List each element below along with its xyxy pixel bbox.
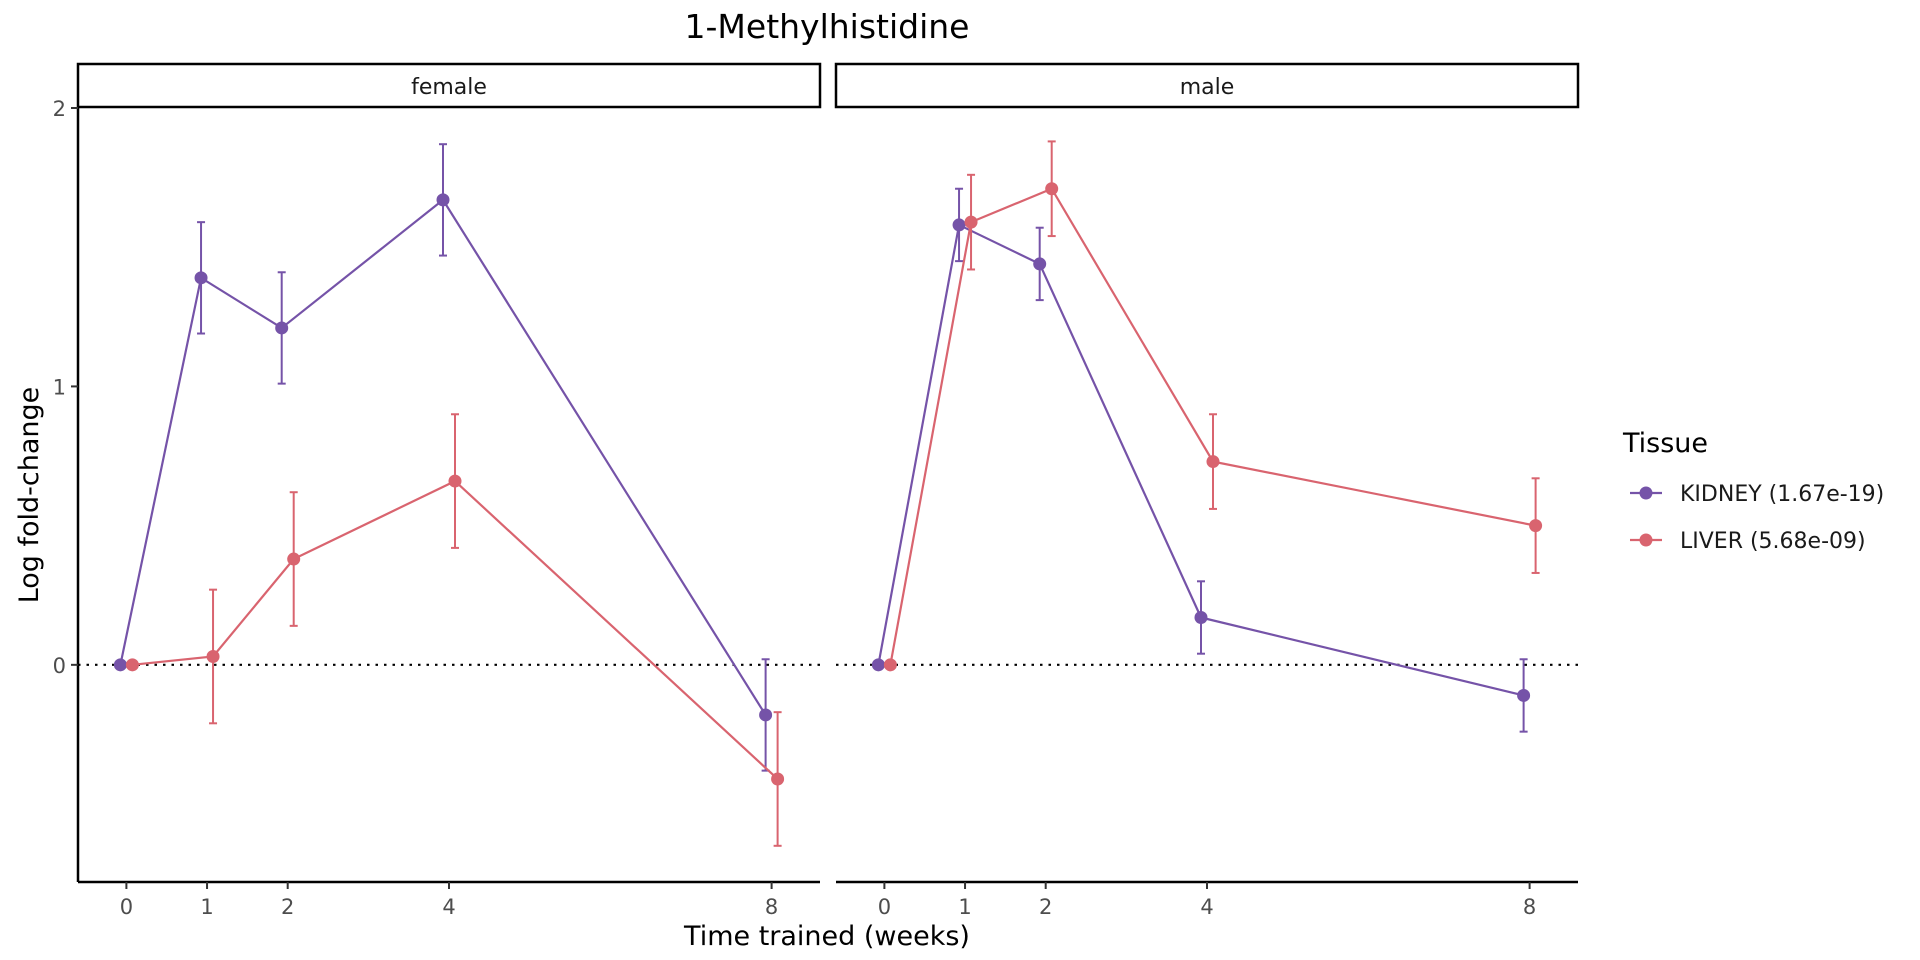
panel-female: female 0 1 2 0 1 2 4 8 [53, 62, 822, 919]
data-point [448, 474, 462, 488]
x-tick-label: 1 [958, 895, 971, 919]
x-tick-label: 0 [120, 895, 133, 919]
x-tick-label: 1 [200, 895, 213, 919]
data-point [194, 271, 208, 285]
x-tick-label: 2 [1039, 895, 1052, 919]
x-tick-label: 8 [1523, 895, 1536, 919]
data-point [1517, 688, 1531, 702]
data-point [759, 708, 773, 722]
data-point [113, 658, 127, 672]
legend-title: Tissue [1622, 428, 1708, 459]
x-tick-label: 4 [1200, 895, 1213, 919]
x-axis-label: Time trained (weeks) [683, 921, 970, 952]
data-point [1194, 611, 1208, 625]
data-point [1033, 257, 1047, 271]
data-point [871, 658, 885, 672]
series-kidney [113, 143, 773, 772]
data-point [287, 552, 301, 566]
legend-entry-kidney: KIDNEY (1.67e-19) [1630, 482, 1884, 507]
series-kidney [871, 187, 1531, 733]
data-point [1529, 519, 1543, 533]
facet-strip-label: male [1180, 75, 1235, 100]
data-point [952, 218, 966, 232]
data-point [771, 772, 785, 786]
legend-key-point [1639, 486, 1653, 500]
facet-strip [834, 62, 1580, 109]
data-point [1206, 455, 1220, 469]
x-tick-label: 8 [765, 895, 778, 919]
series-liver [125, 413, 785, 847]
y-axis-label: Log fold-change [14, 387, 45, 604]
x-tick-label: 2 [281, 895, 294, 919]
data-point [883, 658, 897, 672]
data-point [206, 649, 220, 663]
panels: female 0 1 2 0 1 2 4 8 male 0 1 2 4 8 [53, 62, 1580, 919]
y-tick-label: 1 [53, 375, 66, 399]
data-point [964, 215, 978, 229]
legend-key-point [1639, 533, 1653, 547]
data-point [1045, 182, 1059, 196]
legend-entry-liver: LIVER (5.68e-09) [1630, 529, 1866, 554]
facet-strip-label: female [411, 75, 487, 100]
legend-entry-label: LIVER (5.68e-09) [1680, 529, 1866, 554]
data-point [436, 193, 450, 207]
data-point [125, 658, 139, 672]
chart-title: 1-Methylhistidine [685, 7, 970, 46]
legend-entry-label: KIDNEY (1.67e-19) [1680, 482, 1884, 507]
series-liver [883, 140, 1543, 672]
facet-strip [76, 62, 822, 109]
y-tick-label: 0 [53, 654, 66, 678]
data-point [275, 321, 289, 335]
panel-male: male 0 1 2 4 8 [834, 62, 1580, 919]
x-tick-label: 0 [878, 895, 891, 919]
y-tick-label: 2 [53, 97, 66, 121]
legend: Tissue KIDNEY (1.67e-19) LIVER (5.68e-09) [1622, 428, 1884, 554]
series-line [119, 198, 767, 716]
x-tick-label: 4 [442, 895, 455, 919]
